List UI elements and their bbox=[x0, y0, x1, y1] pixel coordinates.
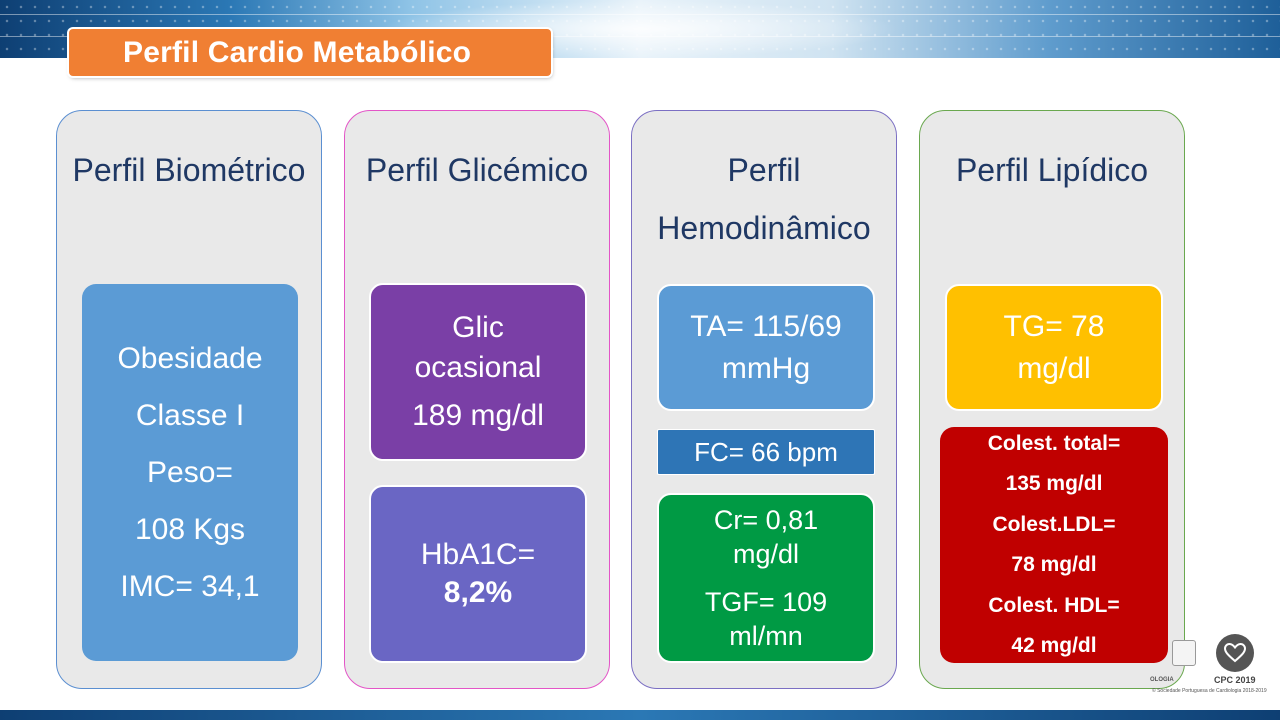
box-line: IMC= 34,1 bbox=[120, 570, 260, 603]
box-line: mmHg bbox=[721, 351, 811, 385]
box-line: 42 mg/dl bbox=[1011, 634, 1097, 657]
box-line: TA= 115/69 bbox=[690, 309, 842, 343]
box-line: mg/dl bbox=[732, 539, 800, 569]
panel-heading-line: Perfil bbox=[365, 152, 439, 188]
box-line: 189 mg/dl bbox=[412, 399, 544, 432]
box-line: Classe I bbox=[135, 399, 245, 432]
panel-heading: Perfil Biométrico bbox=[57, 141, 321, 199]
box-line: Obesidade bbox=[117, 342, 263, 375]
box-line: TG= 78 bbox=[1003, 309, 1105, 343]
heart-logo-icon bbox=[1216, 634, 1254, 672]
box-line: Colest. total= bbox=[987, 431, 1121, 455]
box-line: mg/dl bbox=[1017, 351, 1091, 385]
box-creatinine-tgf: Cr= 0,81 mg/dl TGF= 109 ml/mn bbox=[657, 493, 875, 663]
panel-heading: Perfil Glicémico bbox=[345, 141, 609, 199]
footer-bar bbox=[0, 710, 1280, 720]
box-line-value: 8,2% bbox=[443, 576, 513, 609]
box-glic-ocasional: Glic ocasional 189 mg/dl bbox=[369, 283, 587, 461]
box-line: 78 mg/dl bbox=[1011, 553, 1097, 576]
society-crest-icon bbox=[1172, 640, 1196, 666]
panel-heading: Perfil Lipídico bbox=[920, 141, 1184, 199]
box-line: HbA1C= bbox=[420, 538, 536, 571]
panel-hemodinamico: Perfil Hemodinâmico TA= 115/69 mmHg FC= … bbox=[631, 110, 897, 689]
box-line: Colest.LDL= bbox=[992, 512, 1116, 536]
copyright-text: © Sociedade Portuguesa de Cardiologia 20… bbox=[1152, 688, 1267, 694]
box-line: ocasional bbox=[414, 351, 542, 384]
header-banner bbox=[0, 0, 1280, 58]
box-line: TGF= 109 bbox=[704, 587, 828, 617]
panel-heading-line: Perfil bbox=[727, 152, 801, 188]
panel-heading-line: Perfil bbox=[72, 152, 146, 188]
box-heart-rate: FC= 66 bpm bbox=[657, 429, 875, 475]
box-line: ml/mn bbox=[729, 621, 803, 651]
box-line: 108 Kgs bbox=[134, 513, 246, 546]
society-logo-text: OLOGIA bbox=[1150, 677, 1174, 683]
box-hba1c: HbA1C= 8,2% bbox=[369, 485, 587, 663]
panel-heading-line: Glicémico bbox=[447, 152, 589, 188]
box-line: Peso= bbox=[147, 456, 233, 489]
box-line: Cr= 0,81 bbox=[713, 505, 819, 535]
slide-title-text: Perfil Cardio Metabólico bbox=[123, 35, 472, 69]
slide-title: Perfil Cardio Metabólico bbox=[69, 29, 551, 76]
panel-heading-line: Lipídico bbox=[1037, 152, 1149, 188]
box-line: Colest. HDL= bbox=[988, 593, 1120, 617]
box-obesity-weight-bmi: Obesidade Classe I Peso= 108 Kgs IMC= 34… bbox=[82, 284, 298, 661]
panel-heading: Perfil Hemodinâmico bbox=[632, 141, 896, 257]
box-line: 135 mg/dl bbox=[1005, 472, 1103, 495]
panel-glicemico: Perfil Glicémico Glic ocasional 189 mg/d… bbox=[344, 110, 610, 689]
panel-biometrico: Perfil Biométrico Obesidade Classe I Pes… bbox=[56, 110, 322, 689]
panel-lipidico: Perfil Lipídico TG= 78 mg/dl Colest. tot… bbox=[919, 110, 1185, 689]
box-blood-pressure: TA= 115/69 mmHg bbox=[657, 284, 875, 411]
cpc-logo-label: CPC 2019 bbox=[1214, 675, 1256, 685]
box-triglycerides: TG= 78 mg/dl bbox=[945, 284, 1163, 411]
panel-heading-line: Hemodinâmico bbox=[657, 210, 871, 246]
box-line: Glic bbox=[452, 311, 504, 344]
box-cholesterol: Colest. total= 135 mg/dl Colest.LDL= 78 … bbox=[940, 427, 1168, 663]
panel-heading-line: Perfil bbox=[955, 152, 1029, 188]
panel-heading-line: Biométrico bbox=[154, 152, 306, 188]
box-line: FC= 66 bpm bbox=[694, 436, 838, 467]
